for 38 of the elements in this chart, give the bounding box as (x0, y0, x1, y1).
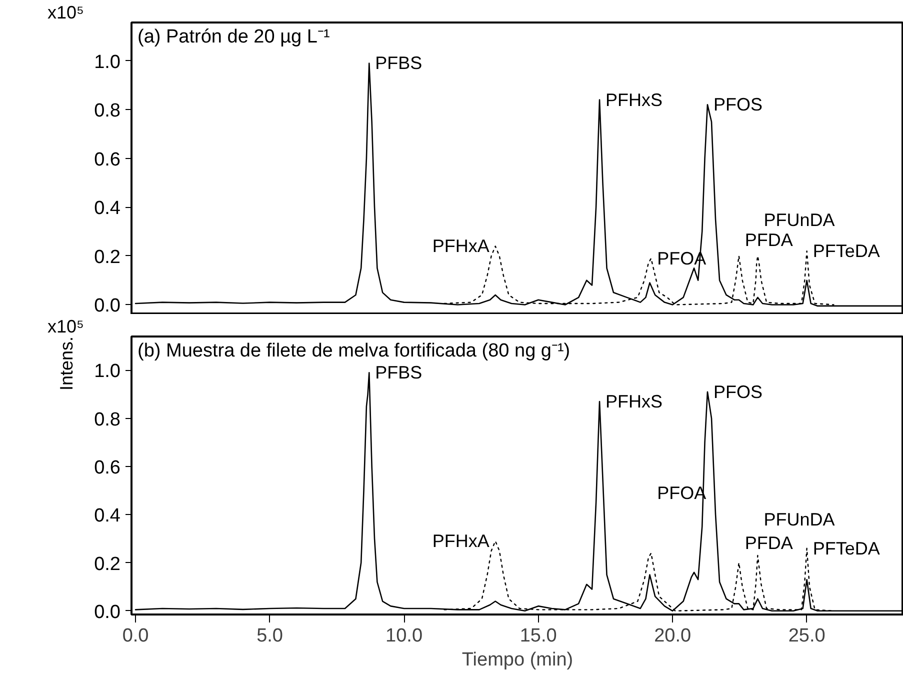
x-axis-title: Tiempo (min) (462, 650, 574, 670)
y-tick-label: 0.6 (94, 149, 121, 170)
chart-title: (b) Muestra de filete de melva fortificada (80 ng g⁻¹) (138, 340, 570, 362)
y-tick-label: 1.0 (94, 361, 121, 382)
y-tick-label: 0.0 (94, 296, 121, 317)
annotation: PFDA (744, 230, 793, 250)
text: x10⁵ (48, 2, 84, 22)
y-tick-label: 0.2 (94, 554, 121, 575)
y-tick-label: 0.0 (94, 602, 121, 623)
annotation: PFUnDA (764, 210, 835, 230)
y-axis-title: Intens. (56, 336, 76, 391)
x-tick-label: 10.0 (386, 626, 423, 646)
y-tick-label: 1.0 (94, 52, 121, 73)
y-tick-label: 0.8 (94, 409, 121, 430)
text: x10⁵ (48, 316, 84, 336)
annotation: PFBS (375, 53, 422, 74)
annotation: PFTeDA (812, 241, 880, 262)
annotation: PFOS (713, 94, 762, 115)
y-tick-label: 0.4 (94, 198, 121, 220)
y-tick-label: 0.2 (94, 246, 121, 268)
annotation: PFDA (744, 532, 793, 553)
y-tick-label: 0.6 (94, 457, 121, 478)
annotation: PFHxA (432, 236, 490, 256)
x-tick-label: 5.0 (256, 626, 284, 646)
x-tick-label: 0.0 (122, 626, 149, 646)
chart-title: (a) Patrón de 20 µg L⁻¹ (138, 26, 330, 48)
annotation: PFUnDA (764, 510, 835, 530)
x-tick-label: 15.0 (520, 626, 557, 646)
annotation: PFHxA (432, 531, 490, 552)
annotation: PFHxS (606, 90, 663, 110)
annotation: PFTeDA (812, 538, 880, 558)
annotation: PFOS (713, 382, 762, 402)
annotation: PFBS (375, 362, 422, 383)
x-tick-label: 20.0 (654, 626, 692, 646)
x-tick-label: 25.0 (788, 626, 826, 646)
annotation: PFHxS (606, 391, 663, 412)
y-tick-label: 0.8 (94, 100, 121, 122)
y-tick-label: 0.4 (94, 506, 121, 527)
